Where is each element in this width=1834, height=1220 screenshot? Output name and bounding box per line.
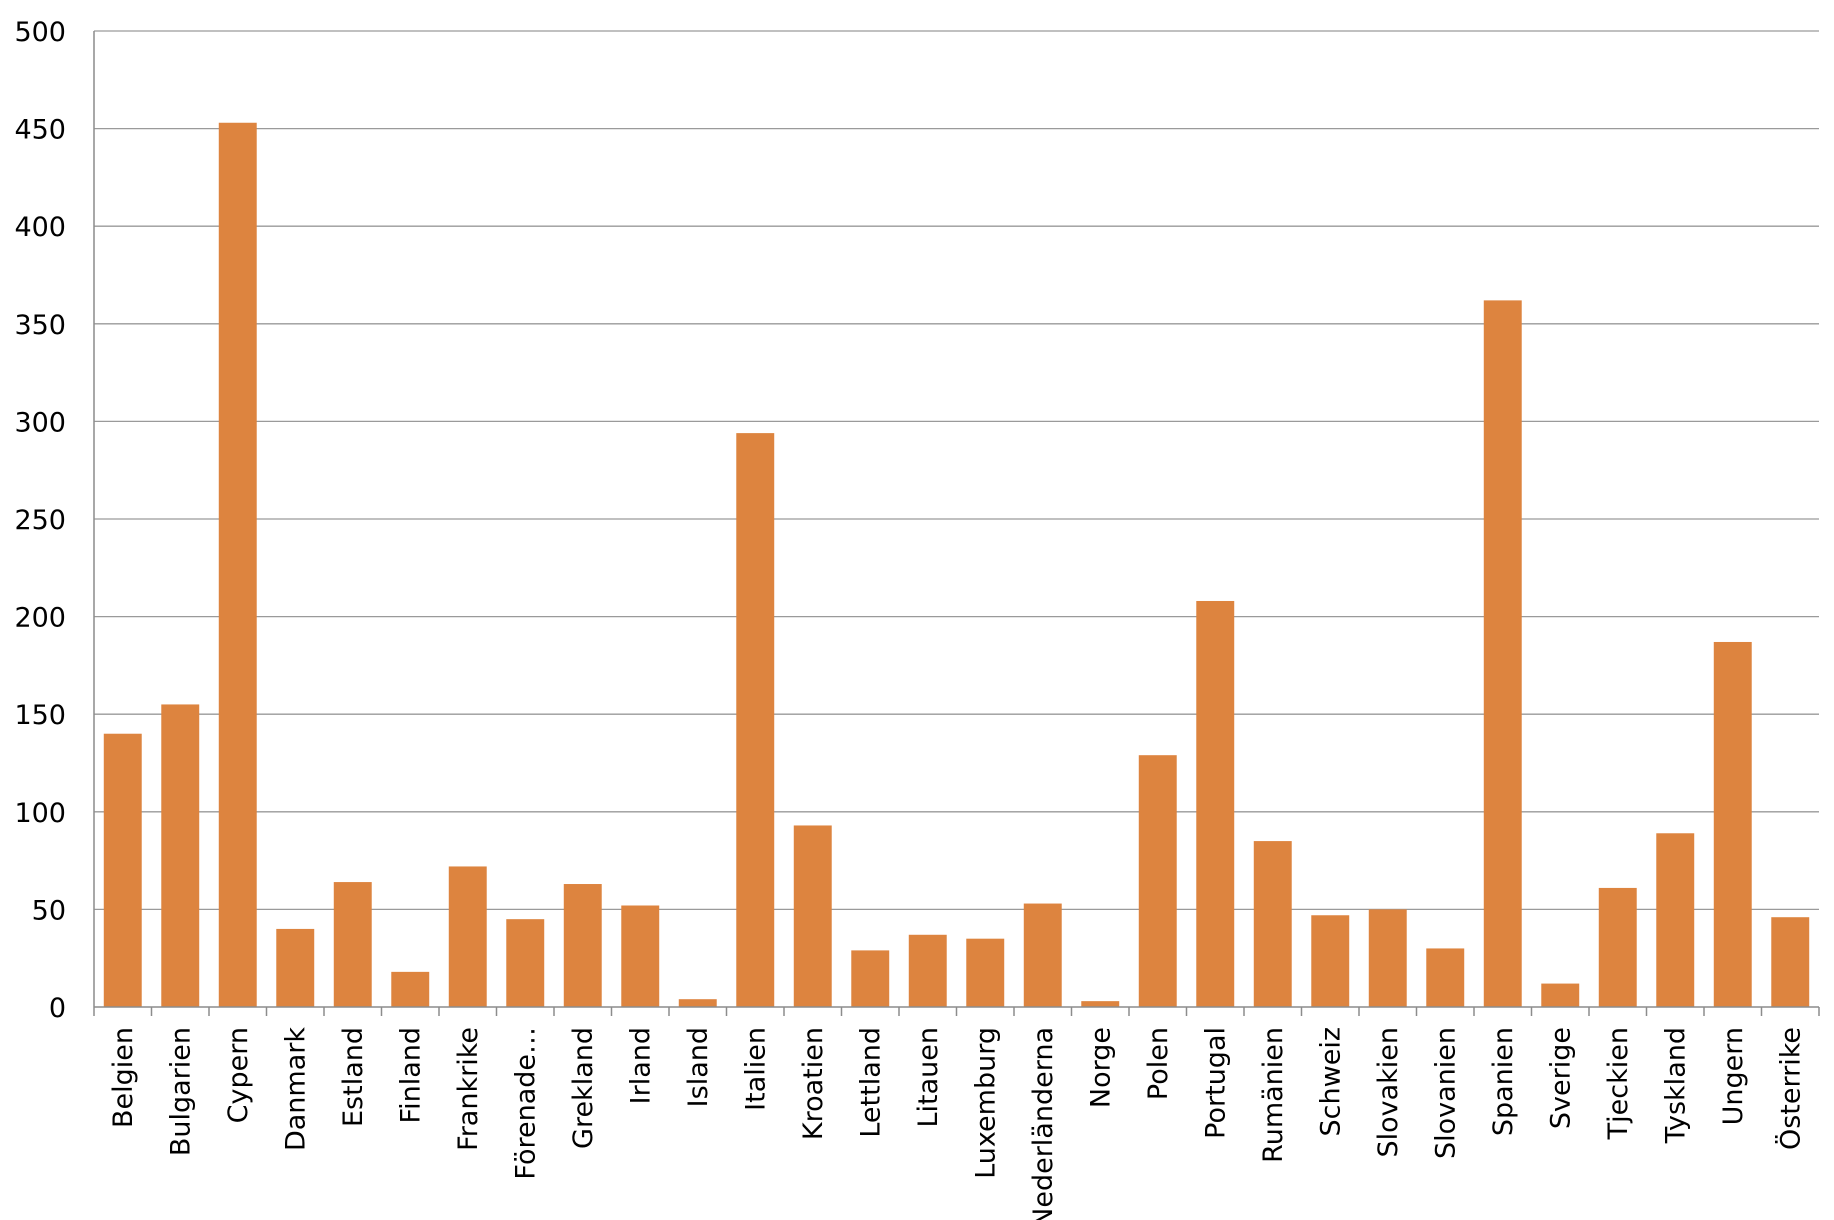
x-tick-label: Belgien bbox=[108, 1027, 139, 1128]
bar bbox=[736, 433, 775, 1007]
x-tick-label: Irland bbox=[625, 1027, 656, 1104]
x-tick-label: Spanien bbox=[1488, 1027, 1519, 1136]
y-tick-label: 350 bbox=[14, 310, 66, 341]
x-tick-label: Förenade… bbox=[510, 1027, 541, 1180]
x-tick-label: Litauen bbox=[913, 1027, 944, 1128]
x-tick-label: Estland bbox=[338, 1027, 369, 1127]
bar bbox=[506, 919, 545, 1007]
bars bbox=[103, 122, 1810, 1008]
x-tick-label: Slovanien bbox=[1430, 1027, 1461, 1159]
bar bbox=[1598, 887, 1637, 1007]
x-tick-label: Luxemburg bbox=[970, 1027, 1001, 1179]
bar bbox=[448, 866, 487, 1007]
x-tick-label: Island bbox=[683, 1027, 714, 1107]
x-tick-label: Grekland bbox=[568, 1027, 599, 1149]
bar bbox=[966, 938, 1005, 1007]
y-tick-label: 50 bbox=[32, 895, 66, 926]
bar bbox=[621, 905, 660, 1007]
x-tick-labels: Belgien Bulgarien Cypern Danmark Estland Finl… bbox=[108, 1027, 1807, 1220]
bar bbox=[1023, 903, 1062, 1007]
bar bbox=[1426, 948, 1465, 1007]
bar bbox=[161, 704, 200, 1007]
x-tick-label: Polen bbox=[1143, 1027, 1174, 1100]
y-tick-label: 0 bbox=[49, 993, 66, 1024]
x-tick-label: Slovakien bbox=[1373, 1027, 1404, 1158]
bar bbox=[678, 999, 717, 1007]
y-tick-label: 100 bbox=[14, 798, 66, 829]
x-tick-label: Cypern bbox=[223, 1027, 254, 1123]
x-tick-label: Rumänien bbox=[1258, 1027, 1289, 1163]
bar bbox=[218, 122, 257, 1007]
x-tick-label: Österrike bbox=[1774, 1027, 1806, 1150]
x-tick-label: Tjeckien bbox=[1603, 1027, 1634, 1140]
x-tick-label: Norge bbox=[1085, 1027, 1116, 1108]
bar bbox=[1196, 600, 1235, 1007]
bar bbox=[1771, 917, 1810, 1007]
bar bbox=[333, 882, 372, 1007]
bar bbox=[276, 928, 315, 1007]
bar bbox=[1483, 300, 1522, 1008]
x-tick-label: Nederländerna bbox=[1028, 1027, 1059, 1220]
x-tick-label: Sverige bbox=[1545, 1027, 1576, 1129]
x-tick-label: Schweiz bbox=[1315, 1027, 1346, 1136]
bar bbox=[1138, 755, 1177, 1007]
y-tick-label: 250 bbox=[14, 505, 66, 536]
bar bbox=[1081, 1001, 1120, 1007]
bar bbox=[793, 825, 832, 1007]
bar bbox=[563, 884, 602, 1007]
bar bbox=[391, 971, 430, 1007]
y-tick-label: 400 bbox=[14, 212, 66, 243]
gridlines bbox=[94, 30, 1819, 911]
x-tick-label: Kroatien bbox=[798, 1027, 829, 1140]
bar bbox=[1541, 983, 1580, 1007]
y-tick-label: 450 bbox=[14, 115, 66, 146]
x-tick-label: Lettland bbox=[855, 1027, 886, 1138]
x-tick-label: Portugal bbox=[1200, 1027, 1231, 1139]
x-tick-label: Ungern bbox=[1718, 1027, 1749, 1125]
x-tick-label: Tyskland bbox=[1660, 1027, 1691, 1144]
bar bbox=[1656, 833, 1695, 1007]
y-tick-label: 300 bbox=[14, 407, 66, 438]
y-tick-label: 200 bbox=[14, 603, 66, 634]
y-tick-labels: 0 50 100 150 200 250 300 350 400 450 500 bbox=[14, 17, 66, 1024]
bar bbox=[908, 934, 947, 1007]
x-tick-label: Frankrike bbox=[453, 1027, 484, 1151]
bar bbox=[851, 950, 890, 1007]
bar bbox=[1713, 641, 1752, 1007]
bar bbox=[1253, 841, 1292, 1007]
bar bbox=[1368, 909, 1407, 1007]
bar bbox=[103, 733, 142, 1007]
x-tick-label: Bulgarien bbox=[165, 1027, 196, 1156]
y-tick-label: 500 bbox=[14, 17, 66, 48]
x-tick-label: Danmark bbox=[280, 1027, 311, 1151]
bar bbox=[1311, 915, 1350, 1007]
x-tick-label: Finland bbox=[395, 1027, 426, 1123]
y-tick-label: 150 bbox=[14, 700, 66, 731]
x-tick-label: Italien bbox=[740, 1027, 771, 1111]
axes bbox=[93, 31, 1820, 1016]
